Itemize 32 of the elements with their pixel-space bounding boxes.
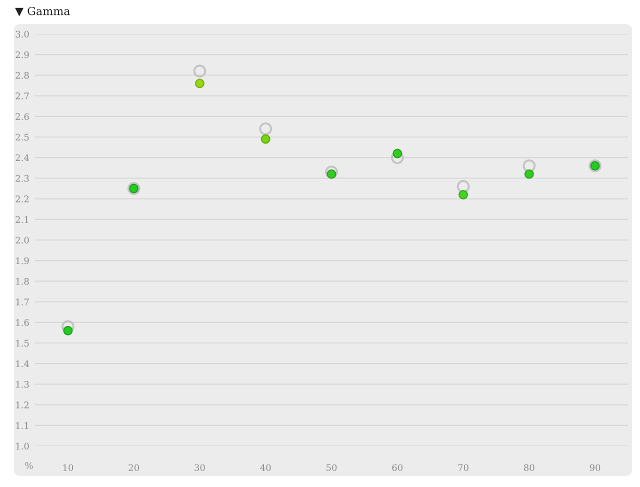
y-tick-label: 2.0	[16, 236, 29, 244]
x-tick-label: 20	[128, 464, 139, 472]
y-tick-label: 2.8	[16, 72, 29, 79]
y-tick-label: 3.0	[16, 30, 29, 38]
y-tick-label: 2.9	[16, 51, 29, 58]
y-tick-label: 2.4	[16, 154, 29, 162]
x-tick-label: 70	[458, 464, 468, 472]
x-tick-label: 90	[590, 464, 600, 472]
x-tick-label: 40	[260, 464, 271, 472]
x-tick-label: 30	[194, 464, 205, 472]
y-tick-label: 1.3	[16, 380, 29, 388]
x-tick-label: 60	[392, 464, 403, 472]
y-tick-label: 2.3	[16, 174, 29, 182]
x-tick-label: 50	[326, 464, 337, 472]
x-tick-label: 10	[63, 464, 74, 472]
y-tick-label: 1.1	[16, 422, 28, 429]
y-tick-label: 1.7	[16, 298, 29, 306]
y-tick-label: 1.4	[16, 360, 29, 368]
y-tick-label: 1.9	[16, 257, 29, 264]
y-tick-label: 1.2	[16, 402, 29, 408]
y-tick-label: 2.7	[16, 92, 29, 100]
y-tick-label: 1.6	[16, 319, 29, 326]
chart-title: ▼ Gamma	[15, 6, 70, 16]
y-tick-label: 2.1	[16, 216, 28, 223]
y-tick-label: 1.5	[16, 340, 29, 347]
y-tick-label: 2.5	[16, 134, 29, 141]
y-tick-label: 2.6	[16, 113, 29, 120]
x-tick-label: 80	[524, 464, 534, 472]
y-tick-label: 2.2	[16, 196, 29, 202]
y-tick-label: 1.8	[16, 278, 29, 285]
y-tick-label: 1.0	[16, 442, 29, 450]
x-axis-title: %	[25, 462, 33, 469]
